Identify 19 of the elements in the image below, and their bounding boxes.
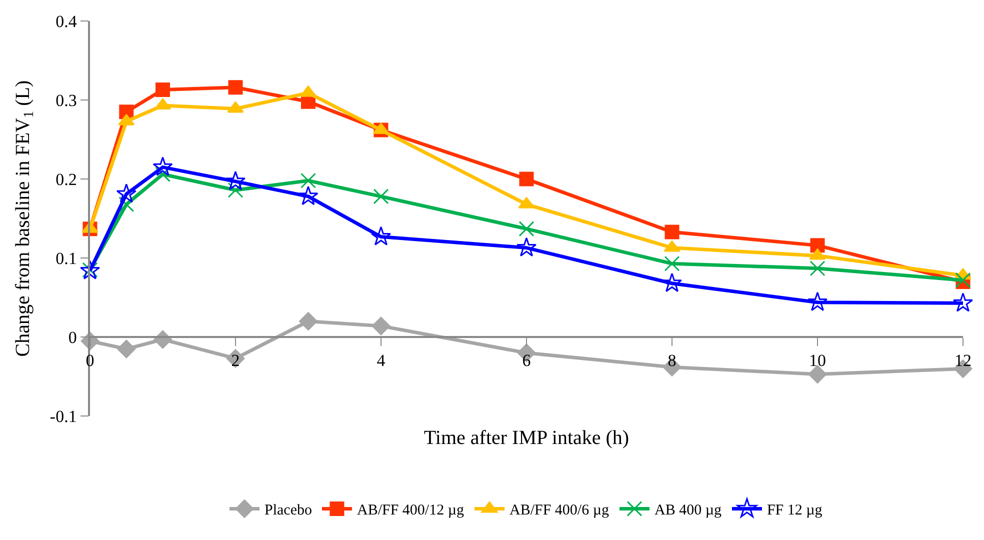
x-tick-label: 8 bbox=[668, 351, 676, 370]
x-tick-label: 10 bbox=[809, 351, 826, 370]
y-tick-label: 0.4 bbox=[56, 12, 78, 31]
legend-label: FF 12 µg bbox=[766, 502, 823, 519]
legend-label: AB/FF 400/6 µg bbox=[509, 502, 610, 519]
x-tick-label: 4 bbox=[376, 351, 386, 370]
legend-label: AB 400 µg bbox=[654, 502, 722, 519]
y-tick-label: 0.1 bbox=[56, 249, 77, 268]
legend-label: Placebo bbox=[264, 502, 312, 519]
x-tick-label: 12 bbox=[954, 351, 972, 370]
x-axis-title: Time after IMP intake (h) bbox=[424, 427, 630, 450]
legend-label: AB/FF 400/12 µg bbox=[356, 502, 464, 519]
x-tick-label: 2 bbox=[231, 351, 240, 370]
x-tick-label: 6 bbox=[522, 351, 531, 370]
y-tick-label: 0 bbox=[68, 328, 77, 348]
y-tick-label: -0.1 bbox=[50, 407, 77, 426]
y-tick-label: 0.3 bbox=[56, 90, 77, 110]
y-tick-label: 0.2 bbox=[56, 170, 77, 189]
x-tick-label: 0 bbox=[86, 351, 94, 370]
